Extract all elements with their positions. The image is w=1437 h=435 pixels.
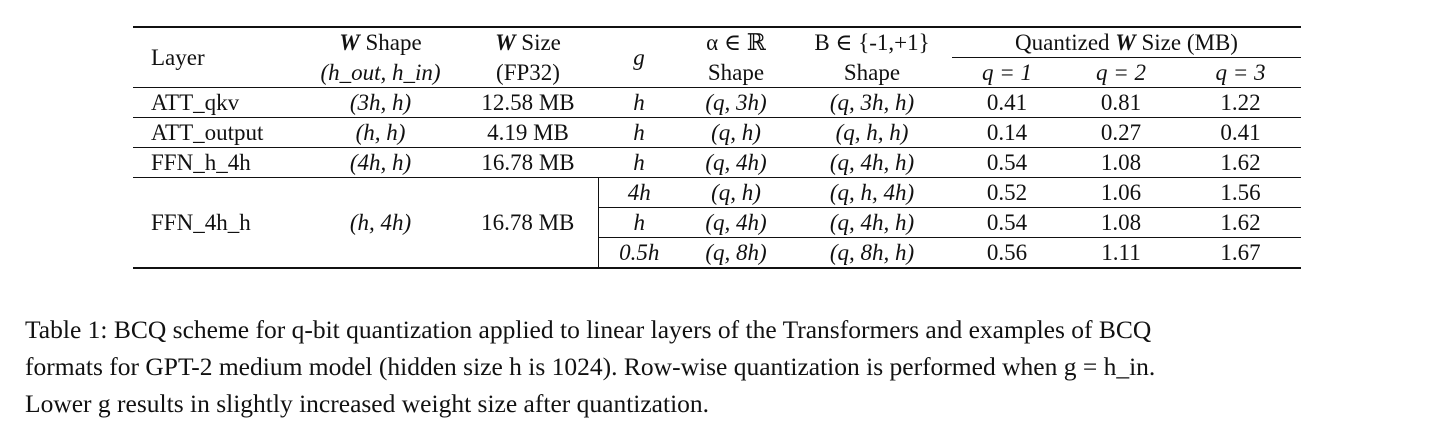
cell-size: 16.78 MB (481, 150, 575, 175)
cell-q3: 1.62 (1220, 150, 1261, 175)
bcq-table: Layer W Shape W Size g α ∈ ℝ B ∈ {-1,+1}… (133, 26, 1301, 269)
cell-q1: 0.14 (986, 120, 1028, 145)
cell-size: 16.78 MB (458, 177, 599, 268)
header-row-2: (h_out, h_in) (FP32) Shape Shape q = 1 q… (133, 58, 1301, 88)
table-container: Layer W Shape W Size g α ∈ ℝ B ∈ {-1,+1}… (133, 26, 1301, 269)
cell-alpha: (q, h) (711, 180, 761, 205)
cell-q1: 0.54 (952, 207, 1062, 238)
cell-size: 4.19 MB (487, 120, 569, 145)
table-row: FFN_4h_h (h, 4h) 16.78 MB 4h (q, h) (q, … (133, 177, 1301, 268)
header-fp32: (FP32) (496, 59, 560, 85)
cell-g: 0.5h (598, 237, 680, 268)
caption-line-1: Table 1: BCQ scheme for q-bit quantizati… (25, 315, 1152, 344)
table-row: h (q, 4h) (q, 4h, h) 0.54 1.08 1.62 (133, 207, 1301, 238)
cell-q2: 0.81 (1100, 90, 1142, 115)
table-caption: Table 1: BCQ scheme for q-bit quantizati… (25, 311, 1415, 422)
table-row: ATT_qkv (3h, h) 12.58 MB h (q, 3h) (q, 3… (133, 87, 1301, 118)
cell-layer: FFN_h_4h (151, 150, 251, 175)
header-w-shape: W Shape (303, 27, 458, 58)
cell-alpha: (q, 4h) (705, 150, 767, 175)
caption-line-3: Lower g results in slightly increased we… (25, 389, 710, 418)
cell-alpha: (q, 4h) (680, 207, 792, 238)
cell-g: h (633, 150, 645, 175)
cell-q3: 1.56 (1220, 180, 1261, 205)
cell-q3: 1.62 (1180, 207, 1301, 238)
header-b: B ∈ {-1,+1} (814, 30, 930, 56)
cell-q2: 1.11 (1062, 237, 1180, 268)
table-row: 0.5h (q, 8h) (q, 8h, h) 0.56 1.11 1.67 (133, 237, 1301, 268)
cell-q1: 0.54 (986, 150, 1028, 175)
header-g: g (633, 45, 645, 70)
cell-q3: 0.41 (1220, 120, 1261, 145)
cell-layer: FFN_4h_h (151, 210, 251, 235)
header-alpha: α ∈ ℝ (706, 30, 766, 56)
cell-q2: 1.06 (1100, 180, 1142, 205)
header-quantized: Quantized W Size (MB) (952, 27, 1301, 58)
cell-g: h (598, 207, 680, 238)
header-layer: Layer (151, 45, 205, 70)
cell-q2: 1.08 (1100, 150, 1142, 175)
cell-b: (q, 4h, h) (792, 207, 952, 238)
cell-g: h (633, 120, 645, 145)
cell-alpha: (q, 8h) (680, 237, 792, 268)
header-w-shape-label: Shape (365, 30, 422, 56)
header-w-size-label: Size (521, 30, 561, 56)
caption-line-2: formats for GPT-2 medium model (hidden s… (25, 352, 1156, 381)
cell-q3: 1.67 (1180, 237, 1301, 268)
header-quant-suffix: Size (MB) (1141, 30, 1238, 55)
header-quant-prefix: Quantized (1015, 30, 1110, 55)
cell-layer: ATT_output (151, 120, 264, 145)
header-row-1: Layer W Shape W Size g α ∈ ℝ B ∈ {-1,+1}… (133, 27, 1301, 70)
cell-q2: 1.08 (1062, 207, 1180, 238)
header-w-size: W Size (458, 27, 598, 58)
cell-shape: (4h, h) (349, 150, 412, 175)
header-w-symbol: W (339, 30, 360, 56)
header-b-shape: Shape (843, 59, 901, 85)
cell-shape: (h, 4h) (349, 210, 412, 235)
header-w-size-symbol: W (495, 30, 516, 56)
cell-g: h (633, 90, 645, 115)
cell-q2: 0.27 (1100, 120, 1142, 145)
cell-b: (q, 3h, h) (829, 90, 915, 115)
header-w-dims: (h_out, h_in) (320, 59, 441, 85)
cell-g: 4h (627, 180, 651, 205)
cell-alpha: (q, 3h) (705, 90, 767, 115)
cell-b: (q, h, 4h) (829, 180, 915, 205)
cell-layer: ATT_qkv (151, 90, 240, 115)
header-q1: q = 1 (981, 60, 1033, 85)
cell-size: 12.58 MB (481, 90, 575, 115)
header-q2: q = 2 (1095, 60, 1147, 85)
table-row: FFN_h_4h (4h, h) 16.78 MB h (q, 4h) (q, … (133, 147, 1301, 178)
header-quant-symbol: W (1115, 30, 1136, 55)
header-q3: q = 3 (1215, 60, 1266, 85)
header-alpha-shape: Shape (707, 59, 765, 85)
cell-q1: 0.56 (952, 237, 1062, 268)
cell-q1: 0.52 (986, 180, 1028, 205)
cell-shape: (3h, h) (349, 90, 412, 115)
cell-b: (q, 4h, h) (829, 150, 915, 175)
cell-b: (q, h, h) (835, 120, 909, 145)
cell-alpha: (q, h) (711, 120, 761, 145)
table-row: ATT_output (h, h) 4.19 MB h (q, h) (q, h… (133, 117, 1301, 148)
cell-b: (q, 8h, h) (792, 237, 952, 268)
cell-q1: 0.41 (986, 90, 1028, 115)
cell-shape: (h, h) (355, 120, 406, 145)
cell-q3: 1.22 (1220, 90, 1261, 115)
